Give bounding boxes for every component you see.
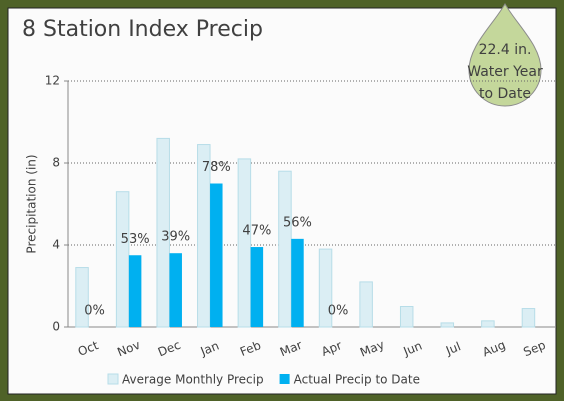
percent-label: 53% [121, 232, 150, 247]
bar [115, 191, 130, 328]
legend-label: Actual Precip to Date [294, 373, 420, 387]
callout [468, 3, 542, 107]
percent-label: 39% [161, 230, 190, 245]
bar [75, 267, 89, 328]
bar [481, 320, 495, 328]
bar [318, 248, 333, 328]
bar [291, 238, 304, 327]
bar [237, 158, 252, 328]
bar [399, 306, 414, 328]
x-tick-label: Jul [443, 339, 463, 358]
bar [128, 255, 142, 327]
legend-swatch [107, 373, 119, 385]
callout-text: to Date [479, 86, 531, 102]
y-tick-label: 0 [52, 320, 60, 334]
legend-swatch [279, 374, 290, 384]
callout-text: Water Year [467, 64, 543, 80]
percent-label: 78% [202, 160, 231, 175]
callout-text: 22.4 in. [479, 42, 532, 58]
y-axis-label: Precipitation (in) [25, 154, 39, 253]
bar [250, 247, 264, 327]
bar [359, 281, 373, 328]
bar [210, 183, 223, 327]
y-tick-label: 12 [45, 74, 60, 88]
percent-label: 0% [84, 304, 105, 319]
percent-label: 0% [328, 304, 349, 319]
percent-label: 56% [283, 215, 312, 230]
bar [278, 170, 292, 328]
bar [521, 308, 536, 328]
legend-label: Average Monthly Precip [122, 373, 264, 387]
percent-label: 47% [242, 224, 271, 239]
bar [169, 253, 182, 327]
bar [156, 137, 170, 328]
chart-title: 8 Station Index Precip [22, 17, 263, 42]
callout-drop [468, 3, 542, 107]
y-tick-label: 4 [52, 238, 60, 252]
x-tick-label: Jun [401, 339, 425, 359]
x-tick-label: Jan [198, 339, 221, 359]
y-tick-label: 8 [52, 156, 60, 170]
bar [440, 322, 455, 328]
